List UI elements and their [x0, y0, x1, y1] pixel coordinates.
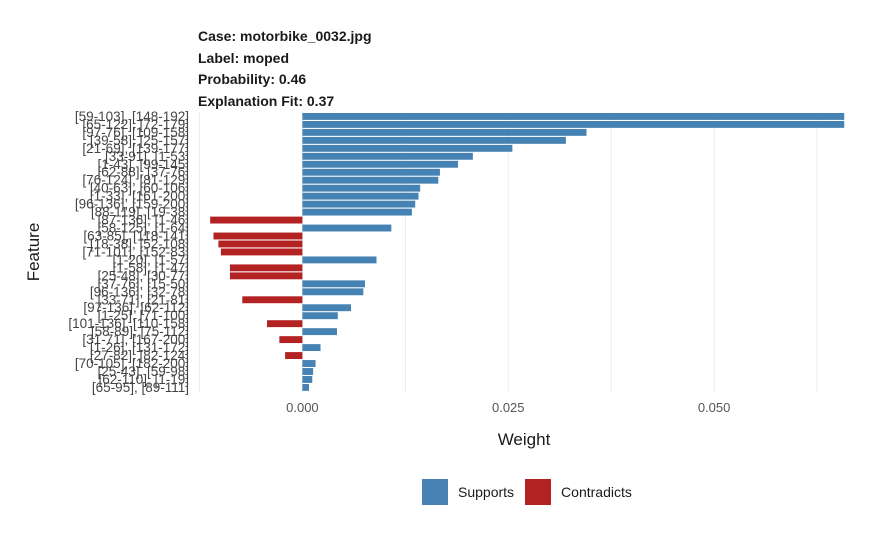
feature-tick-label: [70-105], [182-200]	[75, 356, 189, 371]
feature-tick-label: [1-26], [131-172]	[90, 340, 189, 355]
feature-bar	[242, 296, 303, 304]
feature-bar	[285, 352, 303, 359]
feature-bar	[302, 304, 351, 312]
feature-bar	[302, 256, 377, 264]
feature-tick-label: [33-91], [1-53]	[105, 149, 189, 164]
feature-tick-label: [63-85], [118-141]	[83, 229, 189, 244]
feature-tick-label: [71-101], [152-83]	[82, 244, 189, 259]
weight-tick-labels: 0.000 0.025 0.050	[286, 400, 730, 415]
feature-tick-label: [101-136], [110-158]	[68, 316, 189, 331]
feature-tick-label: [65-122], [72-179]	[82, 117, 189, 132]
feature-tick-label: [37-76], [15-50]	[97, 276, 189, 291]
feature-tick-label: [25-48], [30-77]	[97, 268, 189, 283]
feature-bar	[302, 360, 316, 367]
feature-bar	[302, 312, 338, 320]
feature-bar	[302, 376, 313, 383]
feature-bar	[302, 136, 566, 144]
feature-tick-labels: [59-103], [148-192][65-122], [72-179][97…	[68, 109, 189, 395]
y-axis-title: Feature	[24, 223, 43, 282]
weight-tick-label: 0.025	[492, 400, 525, 415]
feature-bar	[302, 160, 459, 168]
feature-bar	[302, 176, 439, 184]
feature-bar	[229, 272, 303, 280]
feature-tick-label: [59-103], [148-192]	[75, 109, 189, 124]
weight-tick-label: 0.050	[698, 400, 731, 415]
feature-bar	[213, 232, 303, 240]
case-title: Case: motorbike_0032.jpg	[198, 28, 372, 44]
feature-tick-label: [39-58], [25-157]	[90, 133, 189, 148]
feature-bar	[302, 144, 513, 152]
feature-bar	[302, 280, 365, 288]
contradicts-label: Contradicts	[561, 484, 632, 500]
label-title: Label: moped	[198, 49, 290, 66]
feature-tick-label: [18-38], [52-108]	[90, 236, 189, 251]
feature-bar	[302, 184, 421, 192]
feature-bar	[279, 336, 303, 344]
legend: Supports Contradicts	[422, 479, 643, 505]
feature-tick-label: [58-89], [75-112]	[91, 324, 189, 339]
feature-bar	[302, 120, 845, 128]
feature-bar	[210, 216, 303, 224]
supports-swatch	[422, 479, 448, 505]
feature-tick-label: [87-136], [1-46]	[97, 213, 189, 228]
feature-tick-label: [27-82], [82-124]	[90, 348, 189, 363]
feature-tick-label: [1-25], [71-100]	[97, 308, 189, 323]
feature-tick-label: [76-124], [81-129]	[82, 173, 189, 188]
feature-tick-label: [65-95], [89-111]	[92, 380, 189, 395]
supports-label: Supports	[458, 484, 515, 500]
feature-bar	[302, 128, 587, 136]
feature-bar	[218, 240, 303, 248]
feature-tick-label: [97-136], [62-112]	[83, 300, 189, 315]
feature-bar	[229, 264, 303, 272]
feature-bar	[302, 383, 309, 391]
feature-bar	[302, 224, 392, 232]
feature-bar	[302, 368, 314, 375]
legend-item-supports: Supports	[422, 479, 514, 505]
contradicts-swatch	[525, 479, 552, 505]
feature-bar	[302, 192, 419, 200]
feature-bar	[266, 320, 303, 328]
feature-tick-label: [21-69], [139-177]	[82, 141, 189, 156]
weight-tick-label: 0.000	[286, 400, 319, 415]
feature-tick-label: [40-63], [60-106]	[90, 181, 189, 196]
feature-tick-label: [96-136], [159-200]	[75, 197, 189, 212]
feature-tick-label: [88-119], [19-38]	[91, 205, 189, 220]
feature-bar	[302, 208, 412, 216]
feature-tick-label: [1-33], [161-200]	[90, 189, 189, 204]
feature-tick-label: [1-58], [1-47]	[112, 260, 189, 275]
feature-bar	[302, 328, 337, 336]
feature-tick-label: [31-71], [167-200]	[82, 332, 189, 347]
feature-bar	[302, 288, 364, 296]
feature-bar	[302, 113, 845, 120]
feature-bar	[220, 248, 303, 256]
feature-tick-label: [1-43], [99-145]	[97, 157, 189, 172]
feature-bar	[302, 344, 321, 352]
feature-tick-label: [97-76], [109-158]	[82, 125, 189, 140]
feature-tick-label: [25-43], [59-98]	[97, 364, 189, 379]
feature-tick-label: [58-125], [1-64]	[97, 221, 189, 236]
feature-tick-label: [62-88], [37-76]	[97, 165, 189, 180]
feature-bar	[302, 168, 440, 176]
feature-tick-label: [96-136], [32-78]	[90, 284, 189, 299]
feature-bar	[302, 152, 473, 160]
feature-tick-label: [33-71], [21-81]	[97, 292, 189, 307]
legend-item-contradicts: Contradicts	[525, 479, 632, 505]
feature-tick-label: [1-20], [1-57]	[112, 252, 189, 267]
bars	[210, 113, 845, 391]
chart-header: Case: motorbike_0032.jpg Label: moped Pr…	[198, 27, 372, 113]
fit-title: Explanation Fit: 0.37	[198, 92, 335, 109]
feature-bar	[302, 200, 416, 208]
probability-title: Probability: 0.46	[198, 71, 307, 87]
feature-tick-label: [62-110], [1-19]	[98, 372, 189, 387]
x-axis-title: Weight	[498, 430, 551, 449]
